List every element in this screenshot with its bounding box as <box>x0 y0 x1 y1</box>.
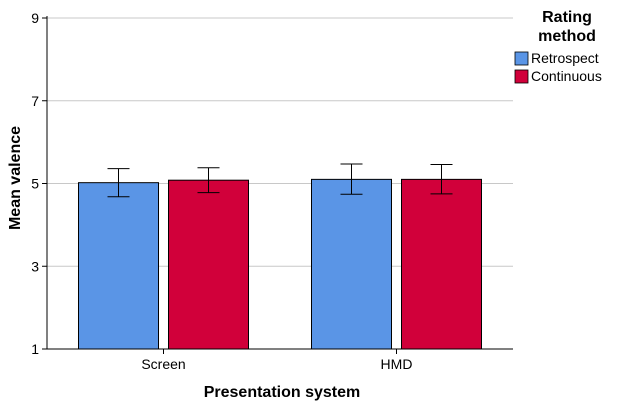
y-tick-label: 3 <box>31 258 39 274</box>
x-axis-title: Presentation system <box>204 384 361 401</box>
legend: Rating method Retrospect Continuous <box>514 9 602 84</box>
legend-title-line-1: Rating <box>542 9 592 26</box>
x-tick-label: Screen <box>141 356 185 372</box>
x-tick-label: HMD <box>381 356 413 372</box>
legend-title-line-2: method <box>538 28 596 45</box>
legend-swatch-continuous <box>514 69 529 84</box>
axis-labels: Presentation system Mean valence <box>7 126 360 401</box>
legend-label-continuous: Continuous <box>531 68 602 84</box>
legend-label-retrospect: Retrospect <box>531 50 599 66</box>
y-tick-label: 5 <box>31 176 39 192</box>
y-axis-title: Mean valence <box>7 126 24 230</box>
error-bars <box>107 163 453 198</box>
y-tick-label: 9 <box>31 10 39 26</box>
bar-retrospect-screen <box>78 182 159 350</box>
y-tick-label: 1 <box>31 341 39 357</box>
bar-continuous-hmd <box>401 178 482 350</box>
legend-swatch-retrospect <box>514 51 529 66</box>
bars <box>78 178 482 350</box>
y-tick-label: 7 <box>31 93 39 109</box>
bar-continuous-screen <box>168 179 249 350</box>
bar-retrospect-hmd <box>311 178 392 350</box>
axes: 1 3 5 7 9 Screen HMD <box>31 10 513 372</box>
